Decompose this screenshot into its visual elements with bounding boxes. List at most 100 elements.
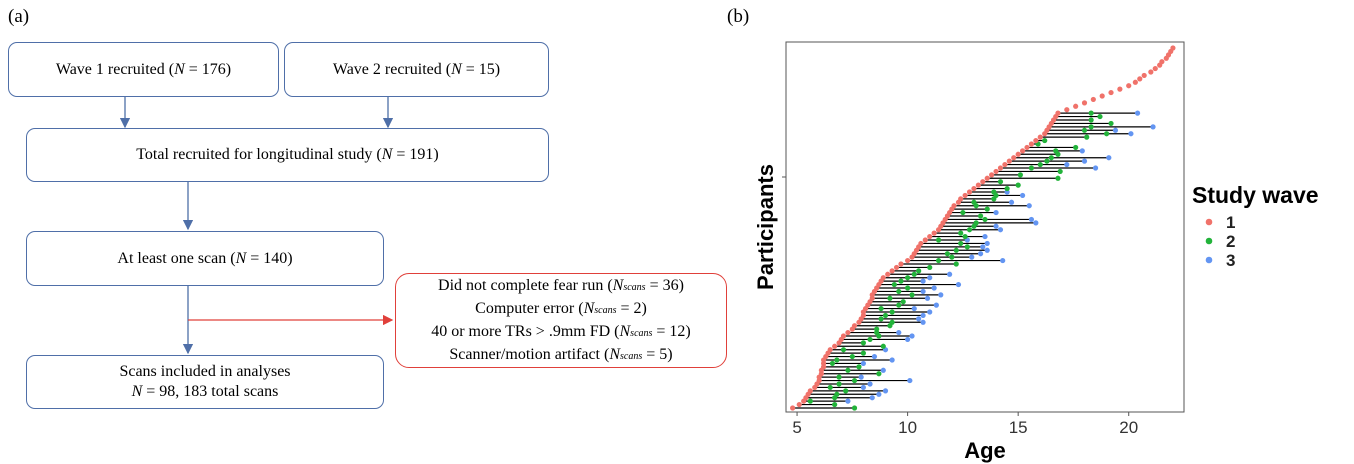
legend-label-2: 2 — [1226, 232, 1235, 251]
wave2-post: = 15) — [461, 60, 501, 78]
wave1-pre: Wave 1 recruited ( — [55, 60, 175, 78]
wave-3-point — [889, 357, 895, 363]
wave-1-point — [889, 268, 895, 274]
wave-2-point — [960, 209, 966, 216]
wave-3-point — [1008, 199, 1015, 205]
wave-1-point — [1015, 151, 1021, 157]
wave-2-point — [1108, 120, 1114, 127]
legend-key-1 — [1205, 218, 1213, 226]
wave1-post: = 176) — [184, 60, 232, 78]
wave-2-point — [896, 302, 902, 308]
wave-1-point — [1033, 137, 1039, 144]
wave-1-point — [1108, 89, 1114, 96]
wave-1-point — [880, 275, 886, 281]
wave-2-point — [807, 398, 813, 404]
wave-2-point — [1088, 110, 1094, 116]
wave2-n: N — [451, 60, 462, 78]
wave-2-point — [905, 285, 911, 291]
wave-1-point — [905, 257, 911, 264]
wave-2-point — [1088, 124, 1094, 130]
wave-3-point — [977, 251, 984, 257]
wave-1-point — [997, 165, 1004, 171]
wave-1-point — [1011, 155, 1017, 161]
wave-2-point — [1073, 144, 1079, 151]
total-n: N — [381, 146, 393, 163]
legend-title: Study wave — [1192, 182, 1319, 208]
wave-3-point — [845, 398, 851, 404]
wave-1-point — [962, 192, 968, 199]
wave-2-point — [935, 237, 942, 243]
wave-1-point — [832, 343, 838, 349]
wave-3-point — [920, 278, 926, 284]
wave-3-point — [869, 395, 875, 401]
wave-3-point — [969, 254, 975, 260]
wave-1-point — [851, 323, 858, 329]
wave-1-point — [918, 240, 924, 247]
wave-3-point — [1026, 203, 1032, 209]
total-box: Total recruited for longitudinal study (… — [26, 128, 549, 182]
x-tick-label: 10 — [898, 418, 917, 437]
wave-1-point — [1137, 76, 1143, 82]
wave-1-point — [927, 233, 933, 240]
wave-1-point — [1152, 65, 1158, 72]
wave-1-point — [975, 182, 981, 188]
wave-2-point — [876, 371, 882, 377]
wave-3-point — [1128, 131, 1134, 137]
wave-1-point — [885, 271, 891, 277]
wave-2-point — [1097, 113, 1103, 120]
wave-3-point — [984, 247, 990, 253]
wave2-box: Wave 2 recruited (N = 15) — [284, 42, 549, 97]
legend-key-3 — [1205, 256, 1213, 264]
scan-n: N — [235, 249, 247, 267]
wave-1-point — [1028, 141, 1035, 147]
wave-3-point — [882, 388, 889, 394]
wave-2-point — [973, 220, 979, 226]
wave-3-point — [1019, 192, 1026, 199]
wave-3-point — [920, 312, 926, 319]
wave-1-point — [1081, 100, 1088, 106]
wave-2-point — [889, 319, 895, 325]
wave-3-point — [984, 240, 990, 247]
wave-2-point — [840, 347, 847, 353]
wave-2-point — [1044, 158, 1050, 164]
wave-2-point — [834, 391, 840, 397]
wave-1-point — [971, 185, 977, 192]
wave-2-point — [971, 199, 977, 205]
included-line2: = 98, 183 total scans — [142, 383, 279, 400]
wave-2-point — [836, 381, 842, 387]
wave-3-point — [982, 233, 988, 240]
wave-2-point — [867, 336, 873, 343]
legend-label-3: 3 — [1226, 251, 1235, 270]
wave-2-point — [964, 244, 970, 250]
wave-2-point — [966, 227, 973, 233]
scan-box: At least one scan (N = 140) — [26, 231, 384, 286]
wave-3-point — [909, 333, 915, 339]
wave-3-point — [947, 271, 953, 277]
wave-2-point — [856, 364, 862, 370]
wave-1-point — [966, 189, 973, 195]
wave-2-point — [845, 367, 851, 373]
wave-3-point — [858, 374, 864, 380]
wave-2-point — [982, 216, 988, 223]
segments-layer — [792, 112, 1154, 409]
wave-1-point — [790, 405, 796, 411]
x-axis: 5 10 15 20 — [792, 412, 1138, 437]
wave-1-point — [980, 179, 986, 185]
wave-1-point — [1117, 86, 1123, 92]
x-axis-title: Age — [964, 438, 1006, 463]
wave-1-point — [840, 333, 847, 339]
wave-1-point — [1024, 144, 1030, 151]
wave-1-point — [1055, 110, 1061, 116]
wave-2-point — [860, 340, 866, 346]
legend: Study wave 123 — [1192, 182, 1319, 270]
wave-2-point — [1037, 161, 1043, 168]
wave-3-point — [907, 377, 913, 384]
wave-2-point — [860, 350, 866, 356]
wave-3-point — [993, 209, 999, 216]
wave-3-point — [924, 295, 931, 301]
wave-2-point — [909, 292, 915, 298]
wave-1-point — [1132, 79, 1138, 85]
wave-1-point — [1148, 69, 1154, 75]
wave-2-point — [1004, 185, 1010, 192]
wave-2-point — [1015, 182, 1021, 188]
